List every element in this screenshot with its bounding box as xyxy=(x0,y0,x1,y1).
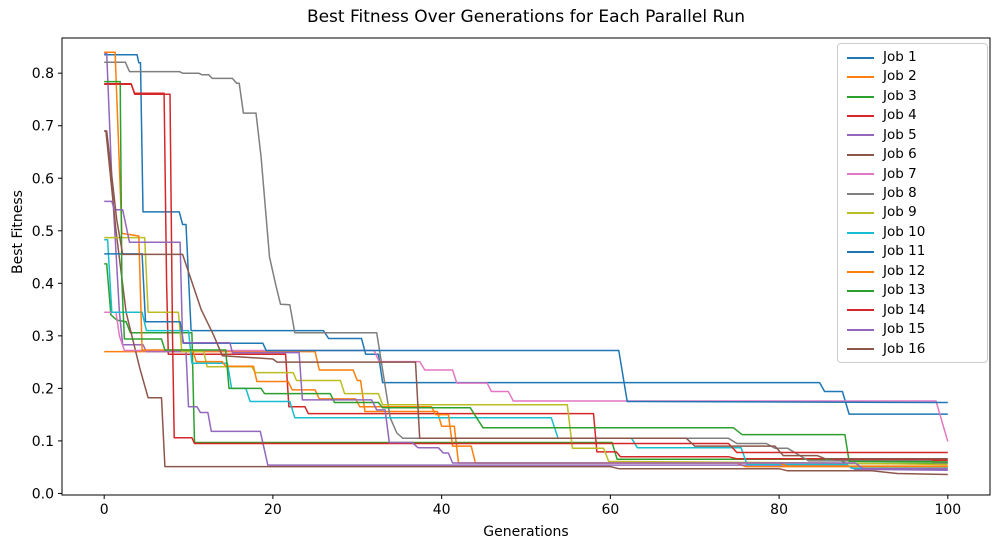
series-line-job-9 xyxy=(104,236,948,466)
legend-line-sample xyxy=(847,251,874,254)
series-line-job-10 xyxy=(104,238,948,469)
series-line-job-2 xyxy=(104,350,948,468)
legend-line-sample xyxy=(847,212,874,215)
legend-line-sample xyxy=(847,115,874,118)
legend-entry: Job 15 xyxy=(838,320,987,339)
series-line-job-6 xyxy=(104,130,948,476)
legend-label: Job 3 xyxy=(883,87,917,104)
y-tick-label: 0.6 xyxy=(32,171,54,187)
y-tick-label: 0.0 xyxy=(32,486,54,502)
legend-entry: Job 16 xyxy=(838,340,987,359)
x-tick-label: 60 xyxy=(601,502,619,518)
legend-label: Job 5 xyxy=(883,126,917,143)
legend-entry: Job 7 xyxy=(838,165,987,184)
legend-label: Job 2 xyxy=(883,68,917,85)
legend-line-sample xyxy=(847,192,874,195)
legend-label: Job 4 xyxy=(883,107,917,124)
series-line-job-3 xyxy=(104,263,948,465)
y-tick-label: 0.7 xyxy=(32,119,54,135)
legend-line-sample xyxy=(847,289,874,292)
legend-label: Job 11 xyxy=(883,243,926,260)
legend-line-sample xyxy=(847,134,874,137)
legend-label: Job 7 xyxy=(883,165,917,182)
series-line-job-13 xyxy=(104,80,948,463)
legend-label: Job 8 xyxy=(883,185,917,202)
legend-line-sample xyxy=(847,76,874,79)
legend-entry: Job 8 xyxy=(838,184,987,203)
y-tick-label: 0.8 xyxy=(32,66,54,82)
legend-entry: Job 9 xyxy=(838,204,987,223)
y-tick-label: 0.5 xyxy=(32,224,54,240)
series-line-job-12 xyxy=(104,51,948,467)
legend-line-sample xyxy=(847,309,874,312)
y-axis-label: Best Fitness xyxy=(10,190,26,274)
legend-entry: Job 5 xyxy=(838,126,987,145)
axes-spines xyxy=(61,37,991,496)
legend-entry: Job 10 xyxy=(838,223,987,242)
legend-entry: Job 14 xyxy=(838,301,987,320)
y-tick-label: 0.3 xyxy=(32,329,54,345)
legend-line-sample xyxy=(847,173,874,176)
legend-line-sample xyxy=(847,328,874,331)
legend: Job 1 Job 2 Job 3 Job 4 Job 5 Job 6 Job 7 Job 8… xyxy=(837,43,988,363)
series-line-job-15 xyxy=(104,200,948,470)
chart-title: Best Fitness Over Generations for Each P… xyxy=(306,7,746,27)
legend-entry: Job 13 xyxy=(838,281,987,300)
legend-line-sample xyxy=(847,231,874,234)
legend-line-sample xyxy=(847,270,874,273)
x-axis-label: Generations xyxy=(483,524,569,540)
x-tick-label: 80 xyxy=(770,502,788,518)
legend-entry: Job 6 xyxy=(838,145,987,164)
legend-label: Job 16 xyxy=(883,340,926,357)
legend-entry: Job 1 xyxy=(838,48,987,67)
legend-label: Job 9 xyxy=(883,204,917,221)
series-line-job-16 xyxy=(104,130,948,460)
series-line-job-7 xyxy=(104,311,949,442)
legend-line-sample xyxy=(847,56,874,59)
x-tick-label: 20 xyxy=(264,502,282,518)
series-line-job-5 xyxy=(104,52,948,472)
series-line-job-1 xyxy=(104,54,948,415)
legend-line-sample xyxy=(847,95,874,98)
x-tick-label: 0 xyxy=(100,502,109,518)
legend-label: Job 6 xyxy=(883,146,917,163)
legend-label: Job 15 xyxy=(883,321,926,338)
legend-label: Job 13 xyxy=(883,282,926,299)
series-line-job-8 xyxy=(104,61,948,464)
legend-entry: Job 11 xyxy=(838,242,987,261)
y-tick-label: 0.4 xyxy=(32,276,54,292)
legend-line-sample xyxy=(847,153,874,156)
legend-label: Job 12 xyxy=(883,262,926,279)
series-line-job-14 xyxy=(104,82,948,454)
legend-label: Job 1 xyxy=(883,48,917,65)
series-line-job-4 xyxy=(104,83,948,462)
legend-entry: Job 12 xyxy=(838,262,987,281)
y-tick-label: 0.1 xyxy=(32,434,54,450)
x-tick-label: 100 xyxy=(934,502,961,518)
legend-line-sample xyxy=(847,348,874,351)
x-tick-label: 40 xyxy=(433,502,451,518)
legend-entry: Job 4 xyxy=(838,106,987,125)
legend-entry: Job 3 xyxy=(838,87,987,106)
legend-label: Job 14 xyxy=(883,301,926,318)
legend-label: Job 10 xyxy=(883,223,926,240)
legend-entry: Job 2 xyxy=(838,67,987,86)
y-tick-label: 0.2 xyxy=(32,381,54,397)
